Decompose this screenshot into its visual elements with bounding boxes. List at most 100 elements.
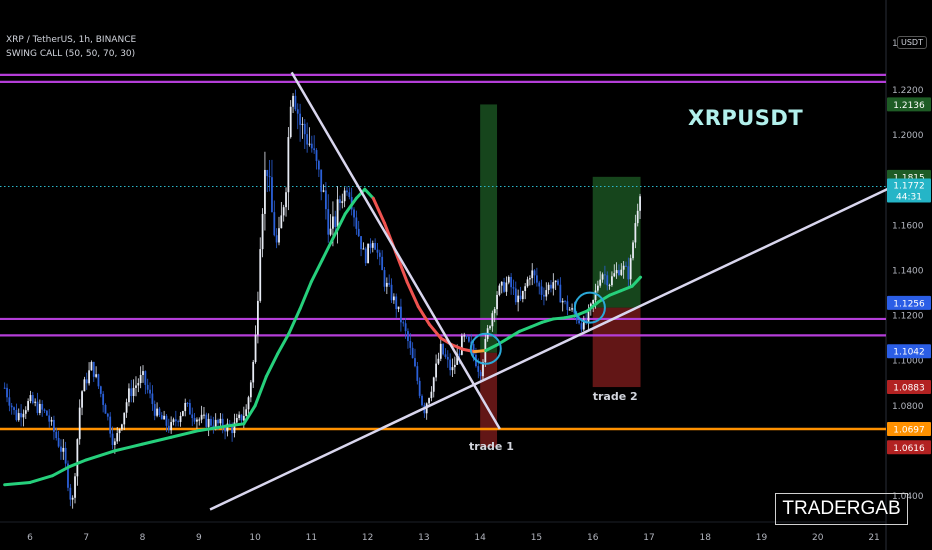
candle-body (329, 228, 332, 235)
candle-body (376, 249, 379, 253)
candle-body (22, 413, 25, 418)
candle-body (275, 235, 278, 243)
candle-body (299, 113, 301, 125)
candle-body (210, 418, 212, 426)
y-tick-label: 1.1400 (892, 266, 924, 276)
price-tag (887, 97, 931, 112)
candle-body (271, 177, 273, 213)
moving-average-segment (84, 449, 116, 462)
moving-average-segment (3, 480, 32, 487)
moving-average-segment (540, 317, 555, 324)
candle-body (174, 419, 177, 422)
price-tag-label: 1.2136 (893, 101, 925, 111)
candle-body (371, 243, 374, 248)
candle-body (186, 402, 189, 404)
price-tag-label: 1.0883 (893, 384, 925, 394)
candle-body (456, 353, 459, 365)
candle-body (362, 248, 365, 250)
candle-body (266, 169, 269, 177)
candle-body (535, 275, 538, 283)
moving-average-segment (596, 293, 612, 304)
candle-body (99, 386, 102, 394)
x-tick-label: 7 (83, 533, 89, 543)
candle-body (381, 256, 384, 271)
candle-body (550, 284, 552, 289)
price-tag-label: 1.1256 (893, 299, 925, 309)
moving-average-segment (332, 212, 347, 239)
candle-body (353, 209, 355, 218)
candle-body (17, 413, 20, 421)
candle-body (151, 393, 154, 405)
x-tick-label: 13 (418, 533, 429, 543)
candle-body (531, 270, 534, 279)
candle-body (430, 391, 433, 399)
candle-body (442, 343, 445, 355)
trade-label: trade 1 (469, 440, 514, 453)
candle-body (552, 282, 555, 289)
x-tick-label: 14 (474, 533, 486, 543)
trade-2-stop-zone (592, 307, 641, 388)
x-tick-label: 20 (812, 533, 824, 543)
candle-body (606, 275, 609, 286)
candle-body (496, 294, 498, 310)
candle-body (245, 409, 248, 416)
candle-body (360, 236, 362, 250)
candle-body (109, 416, 112, 434)
x-tick-label: 17 (643, 533, 654, 543)
candle-body (102, 393, 105, 405)
candle-body (627, 266, 630, 280)
candle-body (554, 280, 557, 283)
moving-average-segment (450, 343, 465, 351)
candle-body (439, 343, 442, 359)
candle-body (287, 137, 290, 193)
candle-body (121, 424, 123, 430)
candle-body (505, 282, 508, 292)
candle-body (83, 379, 86, 392)
candle-body (235, 417, 238, 423)
candle-body (231, 426, 234, 434)
candle-body (463, 335, 466, 337)
trade-1-target-zone (480, 104, 498, 353)
candle-body (444, 354, 447, 357)
moving-average-segment (28, 474, 55, 484)
trade-label: trade 2 (593, 390, 638, 403)
candle-body (625, 265, 627, 267)
candle-body (510, 276, 513, 288)
candle-body (282, 207, 285, 216)
candle-body (528, 278, 531, 280)
candle-body (322, 190, 325, 192)
price-unit-badge[interactable]: USDT (897, 36, 927, 49)
candle-body (639, 196, 641, 211)
candle-body (613, 273, 616, 277)
candle-body (128, 388, 130, 403)
moving-average-segment (169, 429, 201, 439)
candle-body (620, 269, 623, 275)
candle-body (301, 123, 304, 125)
candle-body (629, 258, 632, 280)
candle-body (38, 403, 41, 413)
candle-body (514, 288, 517, 303)
moving-average-segment (630, 275, 643, 288)
candle-body (517, 295, 520, 303)
candle-body (315, 150, 318, 161)
candle-body (557, 280, 559, 285)
candle-body (468, 336, 470, 342)
candle-body (339, 199, 341, 203)
moving-average-segment (67, 458, 88, 469)
candle-body (113, 441, 116, 446)
candle-body (242, 415, 245, 421)
x-tick-label: 10 (249, 533, 261, 543)
candle-body (193, 418, 196, 422)
last-price-tag (887, 178, 931, 203)
candle-body (367, 243, 369, 264)
candle-body (160, 415, 163, 420)
candle-body (184, 402, 187, 412)
moving-average-segment (529, 320, 544, 329)
candle-body (608, 285, 611, 287)
candle-body (224, 427, 226, 432)
candle-body (477, 366, 480, 372)
candle-body (170, 422, 173, 431)
candle-body (106, 413, 109, 417)
candle-body (285, 192, 287, 208)
